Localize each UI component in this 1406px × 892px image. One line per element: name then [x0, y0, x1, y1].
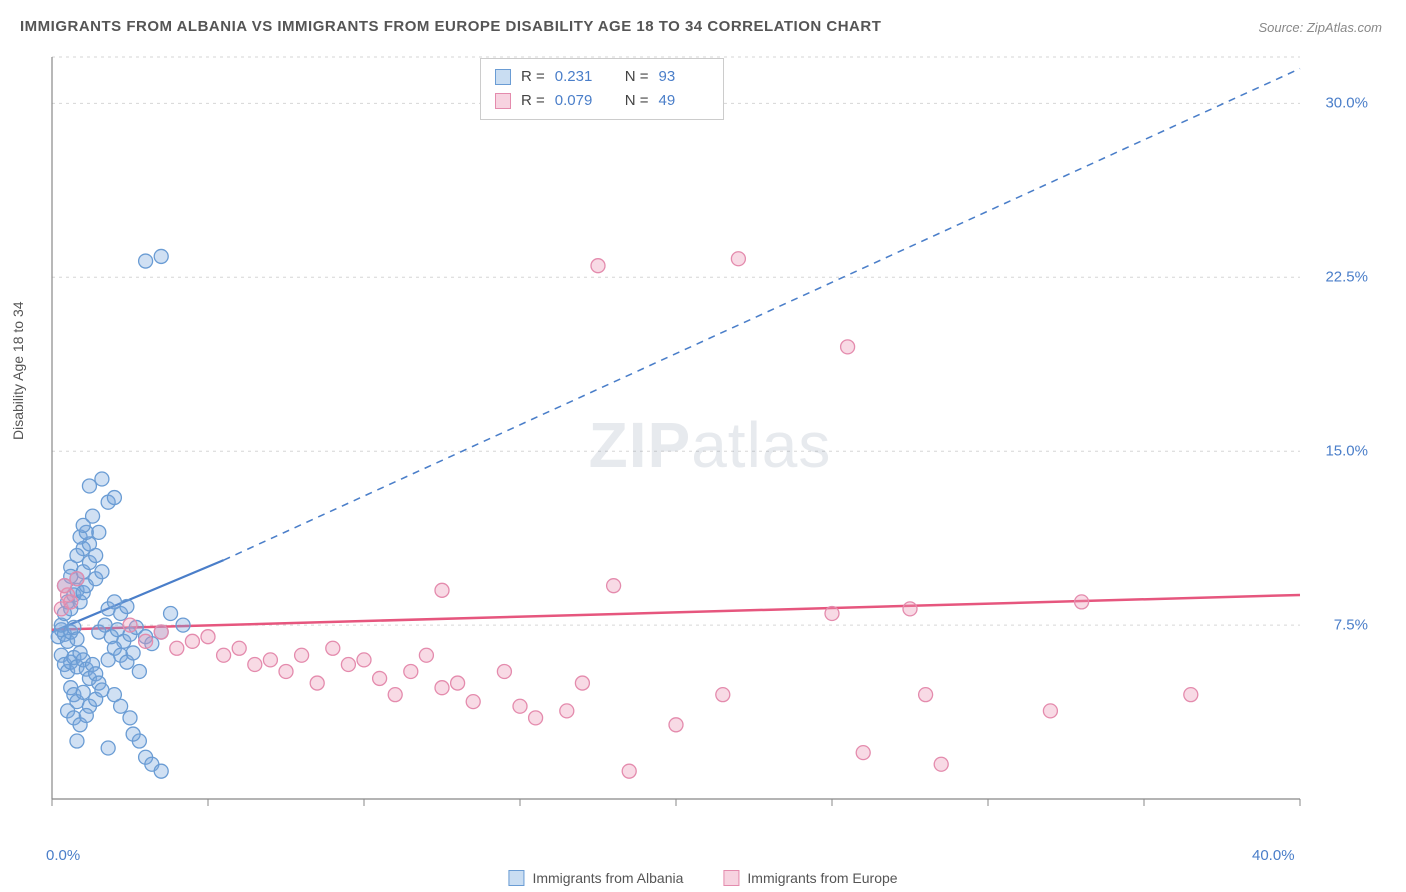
swatch-albania — [495, 69, 511, 85]
r-value-albania: 0.231 — [555, 65, 605, 89]
legend-row-europe: R = 0.079 N = 49 — [495, 89, 709, 113]
r-label: R = — [521, 65, 545, 89]
legend-label-albania: Immigrants from Albania — [532, 870, 683, 886]
n-label: N = — [625, 89, 649, 113]
y-tick-label: 15.0% — [1325, 443, 1368, 460]
chart-title: IMMIGRANTS FROM ALBANIA VS IMMIGRANTS FR… — [20, 18, 881, 35]
y-tick-label: 22.5% — [1325, 269, 1368, 286]
swatch-europe — [495, 93, 511, 109]
legend-item-europe: Immigrants from Europe — [723, 870, 897, 886]
legend-row-albania: R = 0.231 N = 93 — [495, 65, 709, 89]
y-tick-label: 7.5% — [1334, 617, 1368, 634]
n-value-europe: 49 — [659, 89, 709, 113]
correlation-legend: R = 0.231 N = 93 R = 0.079 N = 49 — [480, 58, 724, 120]
chart-area: ZIPatlas — [50, 55, 1370, 835]
swatch-albania-icon — [508, 870, 524, 886]
x-tick-label: 0.0% — [46, 847, 80, 864]
series-legend: Immigrants from Albania Immigrants from … — [508, 870, 897, 886]
x-tick-label: 40.0% — [1252, 847, 1295, 864]
y-axis-label: Disability Age 18 to 34 — [10, 301, 26, 440]
legend-label-europe: Immigrants from Europe — [747, 870, 897, 886]
n-label: N = — [625, 65, 649, 89]
legend-item-albania: Immigrants from Albania — [508, 870, 683, 886]
n-value-albania: 93 — [659, 65, 709, 89]
r-label: R = — [521, 89, 545, 113]
scatter-chart-svg — [50, 55, 1370, 835]
source-attribution: Source: ZipAtlas.com — [1258, 20, 1382, 35]
r-value-europe: 0.079 — [555, 89, 605, 113]
swatch-europe-icon — [723, 870, 739, 886]
y-tick-label: 30.0% — [1325, 95, 1368, 112]
